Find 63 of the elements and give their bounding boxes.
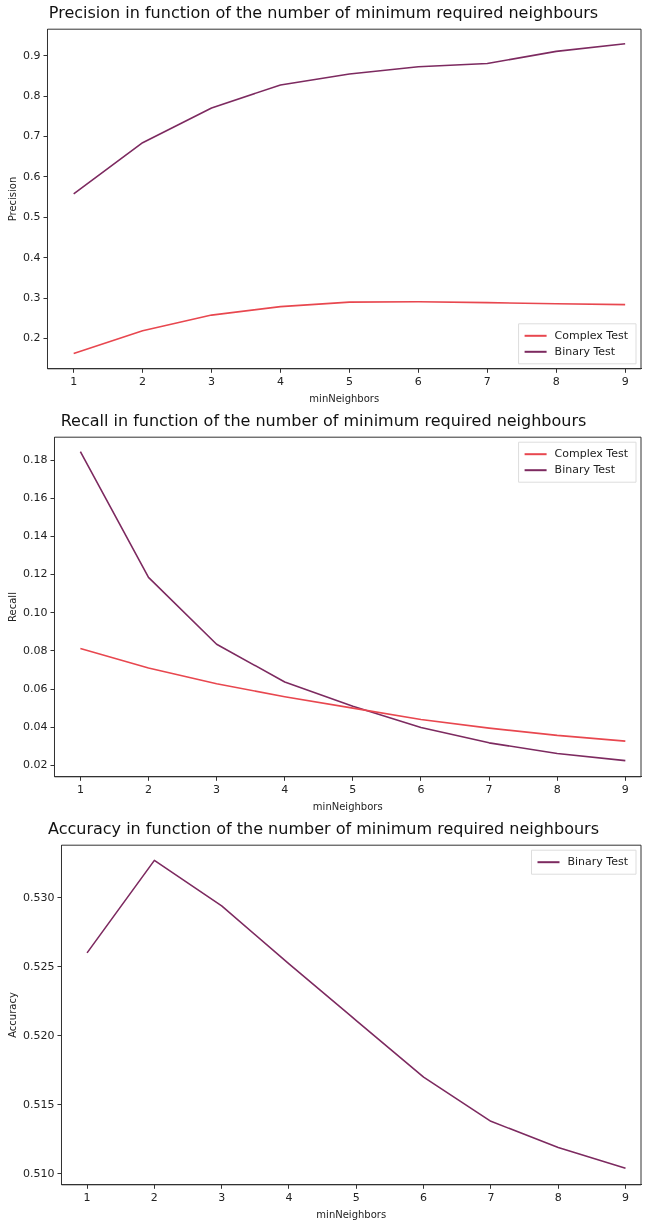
y-tick-label: 0.08 (22, 643, 48, 657)
y-tick-label: 0.9 (22, 48, 41, 62)
legend-label: Binary Test (567, 855, 629, 869)
x-axis-title: minNeighbors (316, 1208, 387, 1220)
y-tick-label: 0.525 (22, 959, 55, 973)
x-tick-label: 6 (414, 375, 422, 389)
y-tick-label: 0.530 (22, 890, 55, 904)
x-tick-label: 6 (417, 783, 425, 797)
legend-label: Complex Test (554, 328, 629, 342)
x-axis-title: minNeighbors (312, 800, 383, 812)
y-tick-label: 0.5 (22, 210, 41, 224)
x-tick-label: 7 (483, 375, 491, 389)
x-tick-label: 9 (622, 1191, 630, 1205)
y-tick-label: 0.4 (22, 250, 41, 264)
x-tick-label: 7 (487, 1191, 495, 1205)
y-tick-label: 0.06 (22, 681, 48, 695)
x-tick-label: 3 (208, 375, 216, 389)
y-tick-label: 0.10 (22, 605, 48, 619)
y-tick-label: 0.14 (22, 529, 48, 543)
y-axis-title: Accuracy (6, 992, 18, 1038)
x-tick-label: 2 (150, 1191, 158, 1205)
x-tick-label: 9 (621, 375, 629, 389)
x-tick-label: 2 (145, 783, 152, 797)
y-tick-label: 0.510 (22, 1166, 55, 1180)
y-tick-label: 0.16 (22, 491, 48, 505)
chart-title: Recall in function of the number of minimum required neighbours (60, 410, 587, 430)
x-tick-label: 6 (420, 1191, 428, 1205)
x-tick-label: 3 (218, 1191, 226, 1205)
y-tick-label: 0.8 (22, 89, 41, 103)
y-axis-title: Precision (6, 176, 18, 222)
x-tick-label: 8 (554, 1191, 562, 1205)
x-tick-label: 8 (552, 375, 560, 389)
x-tick-label: 2 (139, 375, 147, 389)
x-tick-label: 1 (76, 783, 84, 797)
x-tick-label: 1 (83, 1191, 91, 1205)
x-tick-label: 8 (553, 783, 561, 797)
x-axis-title: minNeighbors (309, 392, 380, 404)
x-tick-label: 3 (213, 783, 221, 797)
x-tick-label: 5 (352, 1191, 360, 1205)
legend-label: Binary Test (554, 463, 616, 477)
y-tick-label: 0.520 (22, 1028, 55, 1042)
x-tick-label: 1 (70, 375, 78, 389)
y-axis-title: Recall (6, 592, 18, 622)
legend-label: Binary Test (554, 344, 616, 358)
y-tick-label: 0.7 (22, 129, 41, 143)
x-tick-label: 5 (349, 783, 357, 797)
x-tick-label: 9 (621, 783, 629, 797)
chart-title: Accuracy in function of the number of minimum required neighbours (47, 818, 600, 838)
y-tick-label: 0.12 (22, 567, 48, 581)
y-tick-label: 0.6 (22, 169, 41, 183)
y-tick-label: 0.2 (22, 331, 41, 345)
chart-title: Precision in function of the number of minimum required neighbours (48, 2, 599, 22)
x-tick-label: 7 (485, 783, 493, 797)
y-tick-label: 0.18 (22, 452, 48, 466)
x-tick-label: 4 (285, 1191, 293, 1205)
y-tick-label: 0.02 (22, 758, 48, 772)
x-tick-label: 5 (345, 375, 353, 389)
x-tick-label: 4 (276, 375, 284, 389)
y-tick-label: 0.515 (22, 1097, 55, 1111)
legend-label: Complex Test (554, 447, 629, 461)
y-tick-label: 0.04 (22, 720, 48, 734)
y-tick-label: 0.3 (22, 290, 41, 304)
x-tick-label: 4 (281, 783, 289, 797)
